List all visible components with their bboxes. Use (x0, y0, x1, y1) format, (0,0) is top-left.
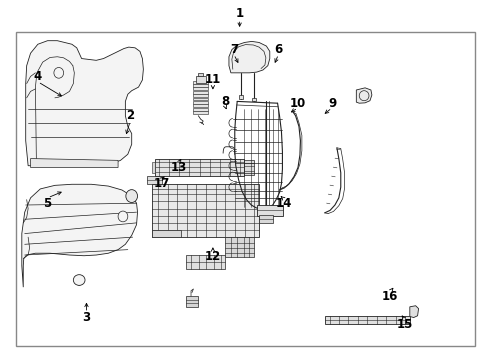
Ellipse shape (54, 67, 63, 78)
Ellipse shape (125, 190, 137, 203)
Text: 16: 16 (382, 289, 398, 303)
Polygon shape (186, 296, 198, 307)
Polygon shape (193, 111, 207, 114)
Polygon shape (152, 230, 181, 237)
Polygon shape (193, 101, 207, 104)
Text: 15: 15 (396, 318, 412, 331)
Polygon shape (193, 98, 207, 100)
Text: 6: 6 (274, 43, 282, 56)
Polygon shape (193, 104, 207, 107)
Text: 3: 3 (82, 311, 90, 324)
Text: 4: 4 (34, 70, 42, 83)
Polygon shape (244, 160, 254, 175)
Polygon shape (238, 95, 242, 99)
Text: 8: 8 (221, 95, 229, 108)
Polygon shape (193, 94, 207, 97)
Polygon shape (193, 91, 207, 94)
Text: 14: 14 (275, 197, 291, 210)
Polygon shape (193, 108, 207, 111)
Polygon shape (147, 176, 162, 184)
Polygon shape (409, 306, 418, 318)
Polygon shape (256, 205, 283, 216)
Polygon shape (224, 237, 254, 257)
Polygon shape (259, 215, 272, 223)
Text: 11: 11 (204, 73, 221, 86)
Ellipse shape (359, 91, 368, 101)
Polygon shape (324, 316, 409, 324)
Polygon shape (356, 88, 371, 103)
Text: 9: 9 (327, 97, 335, 110)
Polygon shape (154, 158, 244, 176)
Text: 7: 7 (230, 43, 238, 56)
Polygon shape (228, 41, 269, 73)
Polygon shape (152, 162, 154, 173)
Polygon shape (22, 184, 137, 287)
Text: 5: 5 (43, 197, 52, 210)
Text: 17: 17 (153, 177, 170, 190)
Polygon shape (26, 41, 143, 166)
Polygon shape (186, 255, 224, 269)
Polygon shape (196, 76, 205, 83)
Ellipse shape (73, 275, 85, 285)
Polygon shape (193, 81, 207, 84)
Text: 13: 13 (170, 161, 186, 174)
Polygon shape (252, 98, 256, 102)
Text: 12: 12 (204, 250, 221, 263)
Ellipse shape (118, 211, 127, 222)
Polygon shape (193, 84, 207, 87)
Polygon shape (30, 158, 118, 167)
Text: 2: 2 (126, 109, 134, 122)
Polygon shape (198, 73, 203, 76)
Text: 1: 1 (235, 8, 243, 21)
Text: 10: 10 (289, 97, 305, 110)
Polygon shape (193, 87, 207, 90)
Polygon shape (152, 184, 259, 237)
